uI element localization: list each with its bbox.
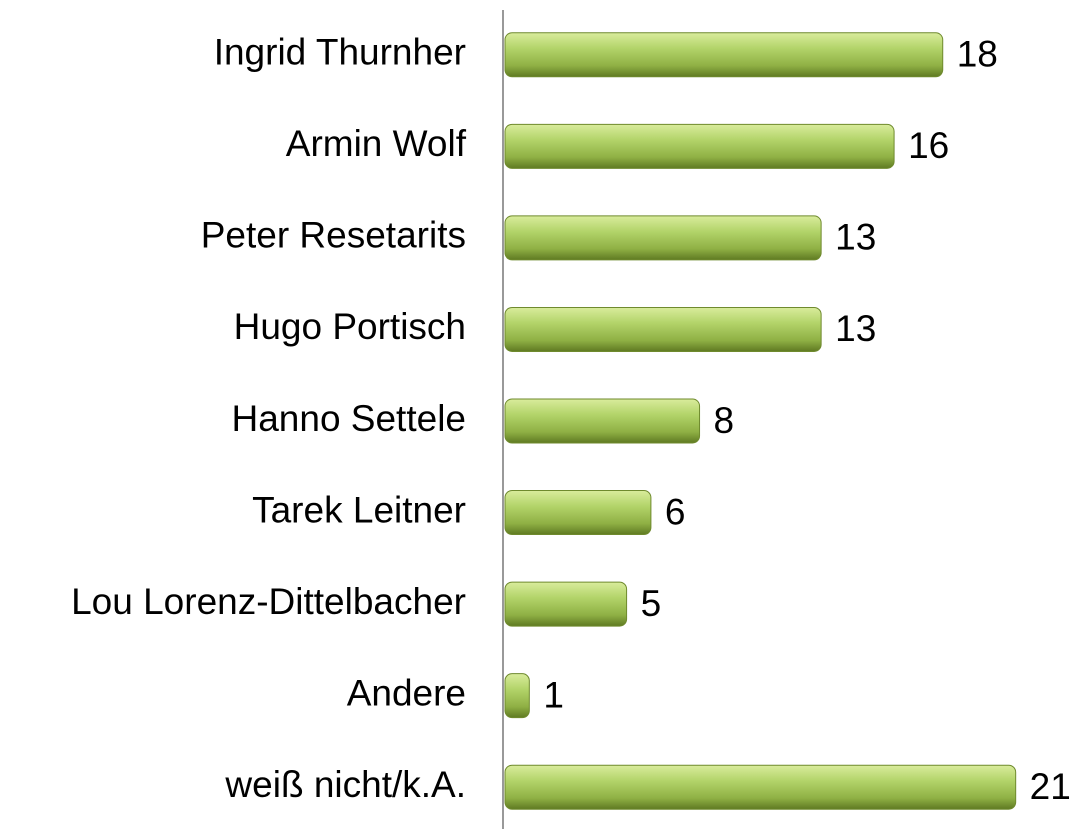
category-label: Peter Resetarits — [201, 215, 466, 256]
value-label: 5 — [641, 583, 662, 624]
bar — [504, 123, 895, 169]
bar — [504, 215, 822, 261]
bar — [504, 32, 944, 78]
value-label: 18 — [957, 34, 998, 75]
value-label: 21 — [1030, 766, 1071, 807]
category-label: Armin Wolf — [286, 123, 467, 164]
category-label: Ingrid Thurnher — [214, 32, 466, 73]
category-label: Hanno Settele — [231, 398, 466, 439]
bar — [504, 490, 652, 536]
bar — [504, 581, 628, 627]
value-label: 16 — [908, 125, 949, 166]
category-label: Hugo Portisch — [234, 306, 466, 347]
value-label: 6 — [665, 491, 686, 532]
bar — [504, 306, 822, 352]
category-label: Lou Lorenz-Dittelbacher — [71, 581, 466, 622]
category-label: Tarek Leitner — [252, 489, 466, 530]
value-label: 13 — [835, 217, 876, 258]
category-label: Andere — [347, 672, 466, 713]
bar — [504, 398, 701, 444]
bar — [504, 673, 530, 719]
bar — [504, 764, 1017, 810]
value-label: 1 — [543, 674, 564, 715]
category-label: weiß nicht/k.A. — [224, 764, 466, 805]
value-label: 8 — [714, 400, 735, 441]
value-label: 13 — [835, 308, 876, 349]
